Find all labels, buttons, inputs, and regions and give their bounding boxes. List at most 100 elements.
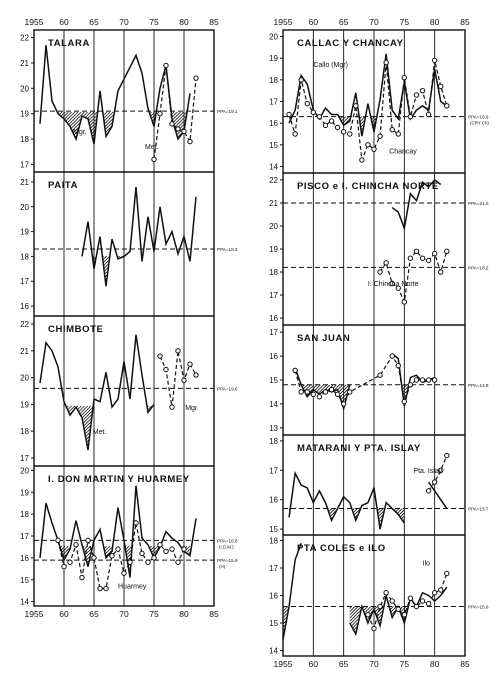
ppa-label: PPA=18.3: [217, 247, 238, 252]
hatch-stroke: [369, 508, 405, 530]
hatch-stroke: [411, 475, 471, 535]
hatch-stroke: [397, 384, 435, 407]
hatch-stroke: [357, 375, 417, 435]
hatch-stroke: [82, 255, 98, 287]
series-line-solid: [349, 586, 448, 637]
hatch-stroke: [168, 255, 196, 287]
hatch-stroke: [40, 405, 88, 450]
series-annotation: Mgr.: [73, 129, 87, 136]
hatch-stroke: [203, 475, 263, 535]
hatch-stroke: [315, 596, 375, 656]
data-point-marker: [109, 552, 115, 559]
hatch-stroke: [325, 265, 385, 325]
hatch-stroke: [373, 375, 433, 435]
hatch-stroke: [235, 375, 295, 435]
hatch-stroke: [82, 255, 92, 287]
series-line-dashed: [57, 522, 185, 590]
data-point-marker: [61, 563, 67, 570]
data-point-marker: [431, 250, 438, 257]
hatch-stroke: [295, 384, 350, 409]
y-tick-label: 20: [269, 222, 278, 231]
panel-title: TALARA: [48, 38, 90, 49]
x-tick-label-top: 80: [179, 17, 189, 27]
hatch-stroke: [277, 546, 337, 606]
hatch-stroke: [229, 406, 289, 466]
hatch-stroke: [478, 475, 500, 535]
y-tick-label: 16: [269, 352, 278, 361]
hatch-stroke: [97, 405, 154, 450]
hatch-stroke: [417, 475, 477, 535]
data-point-marker: [431, 479, 438, 485]
data-point-marker: [151, 156, 157, 163]
panel-san-juan: SAN JUAN 13 14 15 16 17 PPA=14.8: [209, 328, 500, 435]
x-tick-label-bottom: 1955: [274, 659, 293, 669]
hatch-stroke: [411, 596, 471, 656]
data-point-marker: [383, 590, 389, 596]
hatch-stroke: [203, 596, 263, 656]
hatch-stroke: [285, 606, 302, 640]
hatch-stroke: [287, 406, 347, 466]
hatch-stroke: [110, 111, 172, 145]
hatch-stroke: [287, 112, 347, 172]
data-point-marker: [407, 255, 414, 261]
hatch-stroke: [91, 405, 152, 450]
hatch-stroke: [252, 112, 312, 172]
hatch-stroke: [187, 545, 196, 578]
hatch-stroke: [289, 508, 347, 530]
hatch-stroke: [491, 375, 500, 435]
hatch-stroke: [485, 475, 500, 535]
x-tick-label-bottom: 75: [149, 609, 159, 619]
hatch-stroke: [295, 384, 318, 409]
hatch-lines: [289, 475, 493, 535]
x-tick-label-bottom: 80: [430, 659, 440, 669]
hatch-stroke: [152, 111, 190, 145]
hatch-stroke: [190, 545, 196, 578]
hatch-stroke: [389, 375, 449, 435]
hatch-stroke: [392, 384, 430, 407]
series-annotation: Met.: [93, 429, 107, 436]
hatch-stroke: [359, 606, 421, 634]
hatch-stroke: [340, 508, 401, 530]
ppa-sublabel: (CRY Ch): [470, 121, 489, 126]
hatch-stroke: [82, 255, 130, 287]
hatch-stroke: [216, 375, 276, 435]
hatch-stroke: [82, 255, 133, 287]
hatch-stroke: [392, 384, 427, 407]
data-point-marker: [169, 404, 175, 410]
hatch-stroke: [213, 596, 273, 656]
hatch-stroke: [142, 405, 154, 450]
hatch-stroke: [113, 111, 175, 145]
hatch-stroke: [107, 545, 168, 578]
hatch-stroke: [289, 116, 312, 137]
data-point-marker: [310, 109, 317, 116]
hatch-stroke: [252, 546, 312, 606]
hatch-stroke: [491, 375, 500, 435]
hatch-stroke: [295, 384, 321, 409]
hatch-stroke: [362, 606, 424, 634]
data-point-marker: [419, 377, 426, 383]
hatch-stroke: [312, 265, 372, 325]
hatch-stroke: [472, 265, 500, 325]
hatch-stroke: [321, 508, 382, 530]
data-point-marker: [193, 75, 199, 81]
hatch-stroke: [363, 265, 423, 325]
data-point-marker: [316, 113, 323, 120]
hatch-stroke: [200, 406, 260, 466]
hatch-stroke: [209, 375, 269, 435]
hatch-stroke: [365, 508, 405, 530]
y-tick-label: 17: [20, 532, 29, 541]
y-tick-label: 16: [20, 302, 29, 311]
series-annotation: Met.: [145, 144, 159, 151]
ppa-label: PPA=21.0: [468, 201, 489, 206]
hatch-stroke: [255, 406, 315, 466]
y-tick-label: 21: [20, 178, 29, 187]
hatch-stroke: [433, 475, 493, 535]
hatch-stroke: [488, 475, 500, 535]
hatch-stroke: [494, 475, 500, 535]
ppa-sublabel: (H): [219, 564, 226, 569]
y-tick-label: 22: [269, 176, 278, 185]
hatch-stroke: [177, 545, 196, 578]
hatch-stroke: [296, 265, 356, 325]
x-tick-label-top: 70: [369, 17, 379, 27]
data-point-marker: [67, 559, 73, 565]
